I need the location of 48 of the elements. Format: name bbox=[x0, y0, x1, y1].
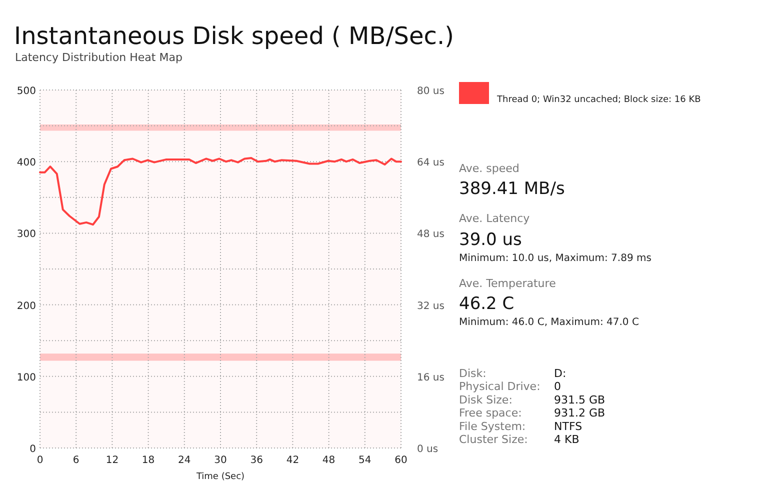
text: Thread 0; Win32 uncached; Block size: 16 KB bbox=[496, 95, 701, 105]
text: 389.41 MB/s bbox=[459, 179, 565, 199]
text: Disk: bbox=[459, 367, 486, 380]
text: 46.2 C bbox=[459, 294, 514, 314]
x-tick-label: 36 bbox=[250, 455, 263, 466]
y2-tick-label: 64 us bbox=[417, 158, 444, 169]
text: Physical Drive: bbox=[459, 380, 540, 394]
x-tick-label: 30 bbox=[214, 455, 227, 466]
x-axis-title: Time (Sec) bbox=[195, 472, 245, 482]
y2-tick-label: 0 us bbox=[417, 444, 438, 455]
x-tick-label: 42 bbox=[286, 455, 300, 466]
text: Cluster Size: bbox=[459, 433, 528, 446]
y2-tick-label: 48 us bbox=[417, 229, 444, 240]
x-tick-label: 60 bbox=[394, 455, 408, 466]
text: 0 bbox=[554, 380, 561, 394]
text: Disk Size: bbox=[459, 393, 512, 406]
x-tick-label: 24 bbox=[178, 455, 191, 466]
text: NTFS bbox=[554, 420, 582, 433]
x-tick-label: 18 bbox=[142, 455, 155, 466]
chart-subtitle: Latency Distribution Heat Map bbox=[15, 51, 182, 64]
text: Minimum: 46.0 C, Maximum: 47.0 C bbox=[459, 317, 639, 328]
text: File System: bbox=[459, 420, 526, 433]
text: 4 KB bbox=[554, 433, 580, 446]
y-tick-label: 100 bbox=[16, 372, 36, 384]
text: 931.2 GB bbox=[554, 406, 606, 420]
x-tick-label: 48 bbox=[322, 455, 336, 466]
text: Ave. Temperature bbox=[459, 277, 556, 290]
y2-tick-label: 32 us bbox=[417, 300, 444, 312]
text: 39.0 us bbox=[459, 230, 522, 250]
y2-tick-label: 16 us bbox=[417, 372, 444, 384]
text: Ave. Latency bbox=[459, 212, 530, 225]
text: Free space: bbox=[459, 406, 522, 420]
x-tick-label: 6 bbox=[72, 455, 80, 466]
x-tick-label: 0 bbox=[36, 455, 44, 466]
text: D: bbox=[554, 367, 566, 380]
y-tick-label: 0 bbox=[30, 444, 36, 455]
chart-title: Instantaneous Disk speed ( MB/Sec.) bbox=[14, 22, 454, 50]
text: 931.5 GB bbox=[554, 393, 606, 406]
text: Minimum: 10.0 us, Maximum: 7.89 ms bbox=[459, 253, 652, 264]
y-tick-label: 400 bbox=[16, 158, 36, 169]
y-tick-label: 200 bbox=[16, 300, 36, 312]
x-tick-label: 54 bbox=[358, 455, 372, 466]
text: Ave. speed bbox=[459, 162, 520, 175]
x-tick-label: 12 bbox=[106, 455, 119, 466]
y2-tick-label: 80 us bbox=[417, 86, 444, 97]
y-tick-label: 300 bbox=[16, 229, 36, 240]
line-series bbox=[39, 157, 402, 226]
y-tick-label: 500 bbox=[16, 86, 36, 97]
